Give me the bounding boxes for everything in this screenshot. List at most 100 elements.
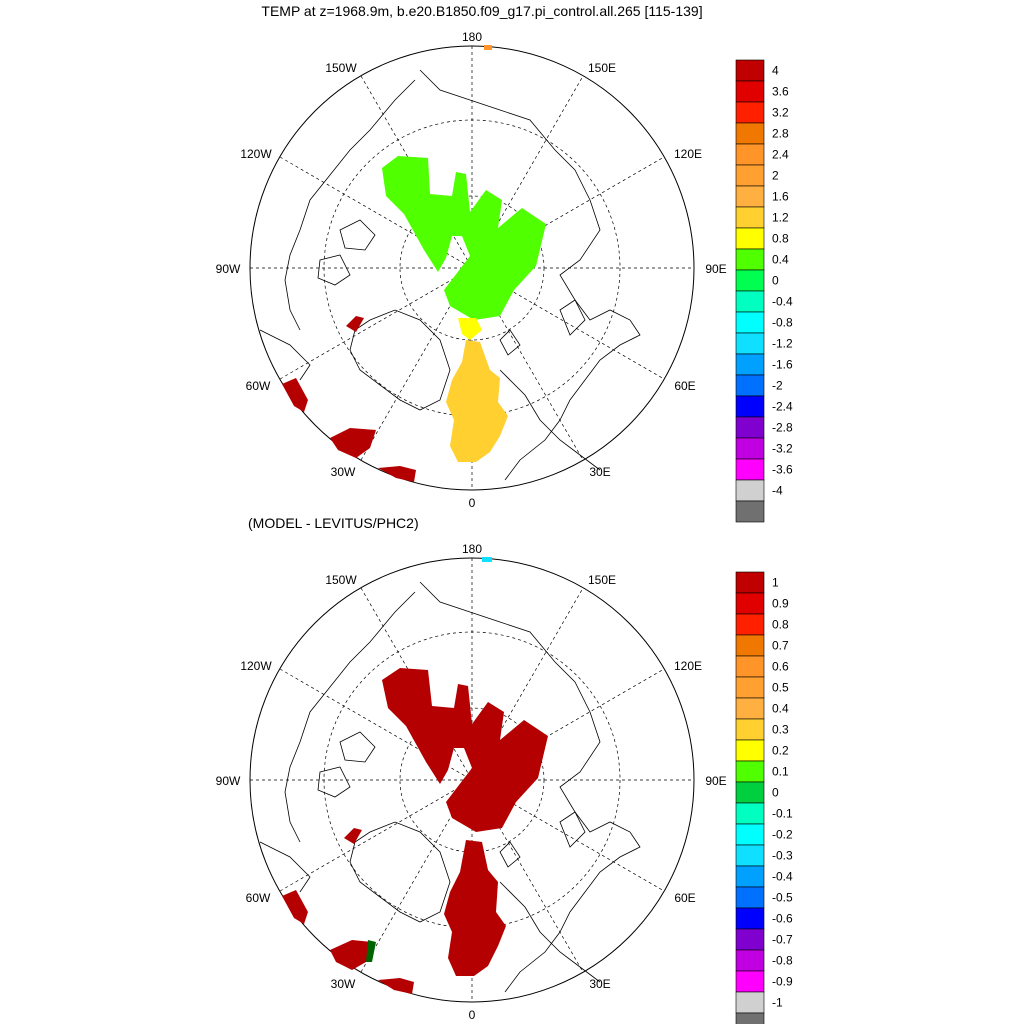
top-colorbar-box [735, 269, 765, 292]
bottom-coast-siberia [419, 581, 641, 993]
top-colorbar-box [735, 437, 765, 460]
top-colorbar-box [735, 122, 765, 145]
bottom-colorbar-box [735, 571, 765, 594]
top-colorbar-label: -3.2 [772, 442, 793, 456]
top-meridian-150 [360, 75, 584, 461]
top-colorbar-box [735, 311, 765, 334]
top-colorbar-box [735, 500, 765, 523]
bottom-meridian-60 [279, 668, 665, 892]
bottom-field-red-patch-60w [282, 890, 308, 924]
bottom-field-red-patch-45w [330, 940, 372, 970]
bottom-colorbar-label: -0.8 [772, 954, 793, 968]
bottom-colorbar-box [735, 655, 765, 678]
bottom-label-90w: 90W [216, 774, 241, 788]
bottom-colorbar-label: -0.9 [772, 975, 793, 989]
bottom-colorbar-box [735, 844, 765, 867]
bottom-colorbar-box [735, 781, 765, 804]
top-colorbar-box [735, 248, 765, 271]
top-colorbar-box [735, 353, 765, 376]
bottom-lon-labels: 180 150W 150E 120W 120E 90W 90E 60W 60E … [216, 542, 727, 1022]
top-coastlines [259, 69, 641, 481]
top-colorbar-label: -0.8 [772, 316, 793, 330]
bottom-label-90e: 90E [705, 774, 726, 788]
top-label-120w: 120W [240, 147, 272, 161]
bottom-coast-alaska-canada [284, 591, 416, 843]
top-colorbar-label: 4 [772, 64, 779, 78]
top-colorbar-label: 3.6 [772, 85, 789, 99]
top-field-green-patch [382, 156, 546, 320]
top-label-150w: 150W [325, 61, 357, 75]
bottom-label-180: 180 [462, 542, 482, 556]
bottom-colorbar-box [735, 907, 765, 930]
top-label-150e: 150E [588, 61, 616, 75]
bottom-colorbar-label: -0.3 [772, 849, 793, 863]
top-colorbar-box [735, 227, 765, 250]
top-colorbar-label: 2 [772, 169, 779, 183]
bottom-colorbar-box [735, 865, 765, 888]
top-label-60e: 60E [674, 379, 695, 393]
top-label-90w: 90W [216, 262, 241, 276]
bottom-colorbar-box [735, 991, 765, 1014]
bottom-colorbar-box [735, 886, 765, 909]
bottom-colorbar-box [735, 613, 765, 636]
bottom-colorbar-box [735, 718, 765, 741]
bottom-field-red-patch-20w [378, 978, 414, 994]
bottom-colorbar-box [735, 802, 765, 825]
top-colorbar-label: -2.8 [772, 421, 793, 435]
top-meridian-120 [279, 156, 665, 380]
top-colorbar-box [735, 59, 765, 82]
bottom-colorbar-box [735, 592, 765, 615]
bottom-colorbar-box [735, 739, 765, 762]
top-field-red-patch-45w [330, 428, 376, 458]
bottom-colorbar-box [735, 823, 765, 846]
bottom-colorbar-box [735, 1012, 765, 1029]
bottom-colorbar-label: -0.6 [772, 912, 793, 926]
top-label-30e: 30E [589, 465, 610, 479]
top-label-30w: 30W [331, 465, 356, 479]
top-meridian-60 [279, 156, 665, 380]
top-map [249, 45, 695, 491]
top-coast-hudson [259, 329, 311, 381]
bottom-label-120w: 120W [240, 659, 272, 673]
bottom-colorbar-label: 1 [772, 576, 779, 590]
bottom-meridian-120 [279, 668, 665, 892]
bottom-coast-archipelago-2 [317, 766, 351, 798]
bottom-field-cyan-patch-180 [482, 557, 492, 562]
bottom-field [282, 557, 548, 994]
bottom-label-60w: 60W [246, 891, 271, 905]
bottom-coast-scandinavia [499, 881, 601, 983]
bottom-label-30w: 30W [331, 977, 356, 991]
bottom-label-60e: 60E [674, 891, 695, 905]
top-meridian-30 [360, 75, 584, 461]
top-field [282, 45, 546, 482]
top-colorbar-label: -0.4 [772, 295, 793, 309]
top-label-180: 180 [462, 30, 482, 44]
bottom-panel: (MODEL - LEVITUS/PHC2) [216, 515, 793, 1029]
bottom-colorbar-label: -0.4 [772, 870, 793, 884]
bottom-colorbar-label: 0.8 [772, 618, 789, 632]
bottom-coast-archipelago-1 [339, 731, 376, 763]
bottom-colorbar-box [735, 970, 765, 993]
top-label-90e: 90E [705, 262, 726, 276]
top-coast-siberia [419, 69, 641, 481]
top-colorbar-label: -3.6 [772, 463, 793, 477]
bottom-field-red-patch-labrador [344, 828, 362, 844]
bottom-colorbar-label: 0.2 [772, 744, 789, 758]
top-colorbar: 4 3.6 3.2 2.8 2.4 2 1.6 1.2 0.8 0.4 0 -0.4 -0.8 -1.2 -… [735, 59, 793, 523]
top-coast-archipelago-2 [317, 254, 351, 286]
bottom-colorbar-label: 0.3 [772, 723, 789, 737]
top-title: TEMP at z=1968.9m, b.e20.B1850.f09_g17.p… [261, 3, 702, 19]
bottom-colorbar-label: 0.9 [772, 597, 789, 611]
bottom-field-green-edge-45w [366, 940, 376, 962]
top-coast-svalbard [499, 329, 521, 356]
bottom-label-150e: 150E [588, 573, 616, 587]
bottom-meridian-30 [360, 587, 584, 973]
top-colorbar-box [735, 164, 765, 187]
top-coast-greenland [349, 309, 451, 411]
top-field-gold-patch [446, 340, 508, 462]
bottom-field-red-atlantic-patch [444, 840, 506, 976]
top-colorbar-box [735, 458, 765, 481]
top-colorbar-label: 0.4 [772, 253, 789, 267]
top-label-0: 0 [469, 496, 476, 510]
